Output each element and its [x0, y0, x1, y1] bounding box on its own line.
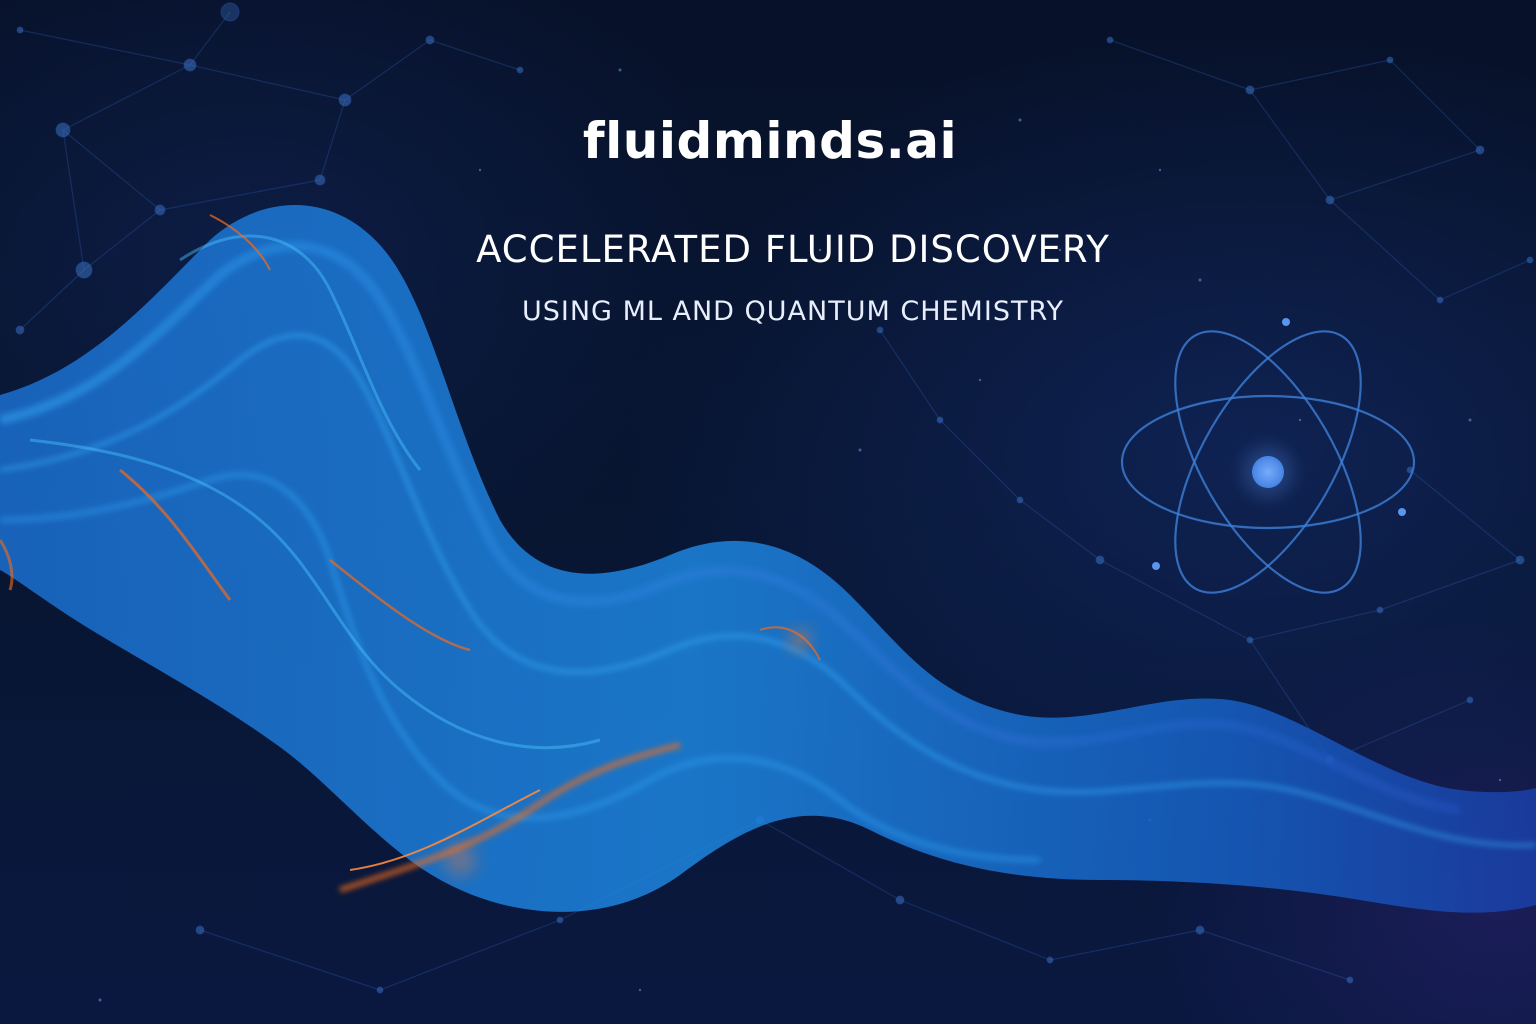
- atom-icon: [1120, 318, 1416, 594]
- brand-logo-text: fluidminds.ai: [582, 112, 958, 170]
- fluid-wave: [0, 205, 1536, 913]
- hero-headline: ACCELERATED FLUID DISCOVERY: [476, 228, 1110, 271]
- star-particles: [98, 68, 1502, 1002]
- hero-subheadline: USING ML AND QUANTUM CHEMISTRY: [522, 296, 1064, 327]
